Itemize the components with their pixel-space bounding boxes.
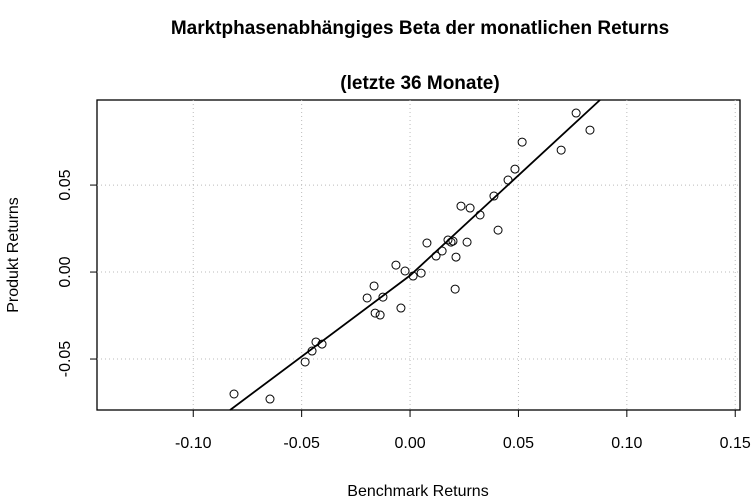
x-tick-label: -0.10 [175,435,212,452]
data-point [462,237,472,247]
fit-line [229,99,601,411]
data-point [489,191,499,201]
data-point [375,310,385,320]
x-tick-label: -0.05 [283,435,320,452]
data-point [378,292,388,302]
data-point [400,266,410,276]
x-tick-label: 0.00 [394,435,425,452]
y-tick-label: -0.05 [57,341,74,378]
data-point [416,268,426,278]
data-point [493,225,503,235]
data-point [391,260,401,270]
data-point [370,308,380,318]
chart-subtitle: (letzte 36 Monate) [340,73,499,94]
data-point [422,238,432,248]
data-point [369,281,379,291]
data-point [396,303,406,313]
x-tick-label: 0.15 [720,435,751,452]
data-point [571,108,581,118]
y-tick-label: 0.05 [57,169,74,200]
data-point [465,203,475,213]
data-point [451,252,461,262]
x-tick-label: 0.10 [611,435,642,452]
data-point [229,389,239,399]
y-tick-label: 0.00 [57,256,74,287]
plot-frame [96,99,741,411]
chart-title: Marktphasenabhängiges Beta der monatlich… [171,18,669,39]
x-tick-label: 0.05 [503,435,534,452]
data-point [556,145,566,155]
data-point [517,137,527,147]
x-axis-label: Benchmark Returns [347,483,488,500]
data-point [585,125,595,135]
data-point [510,164,520,174]
data-point [456,201,466,211]
data-point [300,357,310,367]
data-point [443,235,453,245]
data-point [450,284,460,294]
data-point [265,394,275,404]
data-point [362,293,372,303]
data-point [448,236,458,246]
y-axis-label: Produkt Returns [5,197,22,313]
